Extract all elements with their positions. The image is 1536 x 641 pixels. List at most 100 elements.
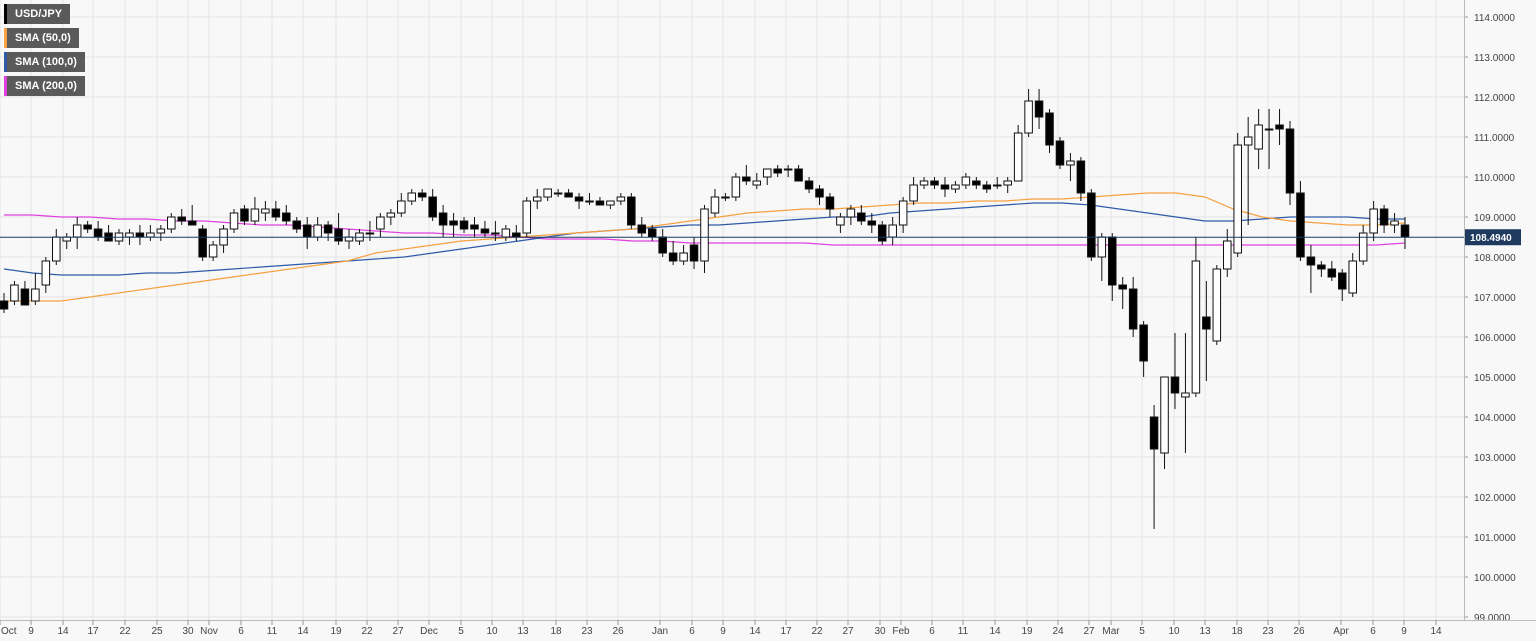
candle-body-up bbox=[606, 200, 615, 206]
candle bbox=[417, 189, 427, 201]
candle bbox=[1003, 177, 1012, 193]
candle bbox=[773, 165, 782, 177]
candle-body-down bbox=[940, 184, 950, 190]
candle-body-up bbox=[836, 216, 845, 226]
candle-body-up bbox=[1254, 124, 1263, 150]
candle-body-up bbox=[167, 216, 176, 230]
candle bbox=[982, 181, 992, 193]
y-tick-label: 107.0000 bbox=[1474, 293, 1516, 304]
x-tick-label: 30 bbox=[182, 626, 194, 637]
candle bbox=[836, 213, 845, 233]
candle-body-down bbox=[1118, 284, 1127, 290]
candle bbox=[386, 209, 396, 225]
candle bbox=[1285, 121, 1295, 205]
candle-body-up bbox=[31, 288, 40, 302]
x-tick-label: 14 bbox=[749, 626, 761, 637]
legend-item-price[interactable]: USD/JPY bbox=[4, 4, 71, 24]
candle-body-down bbox=[1034, 100, 1044, 118]
candle bbox=[480, 221, 490, 237]
candle-body-up bbox=[386, 212, 396, 218]
x-axis: Oct 9 14 17 22 25 30 Nov 6 11 14 19 22 27 Dec 5 10 13 18 23… bbox=[0, 620, 1536, 637]
candle bbox=[1170, 333, 1180, 409]
candle-body-up bbox=[1348, 260, 1357, 294]
x-tick-label: 19 bbox=[1021, 626, 1033, 637]
candle-body-up bbox=[250, 208, 260, 222]
candle bbox=[271, 201, 281, 221]
candle bbox=[762, 168, 772, 185]
legend-item-sma200[interactable]: SMA (200,0) bbox=[4, 76, 85, 96]
candle-body-up bbox=[762, 168, 772, 178]
candle-body-down bbox=[815, 188, 824, 198]
legend-label-price: USD/JPY bbox=[15, 8, 63, 20]
candle-body-down bbox=[1285, 128, 1295, 194]
candle bbox=[187, 205, 197, 226]
candle bbox=[1087, 189, 1096, 261]
candle-body-up bbox=[553, 192, 563, 195]
candle-body-down bbox=[930, 180, 939, 186]
candle-body-up bbox=[501, 228, 511, 238]
x-tick-label: 23 bbox=[1262, 626, 1274, 637]
candle-body-up bbox=[397, 200, 406, 214]
candle bbox=[1013, 125, 1023, 182]
candle-body-down bbox=[417, 192, 427, 198]
x-tick-label: 5 bbox=[1139, 626, 1145, 637]
candle bbox=[449, 213, 458, 237]
candle-body-down bbox=[867, 220, 877, 226]
candle-body-down bbox=[877, 224, 887, 242]
candle bbox=[825, 193, 835, 217]
candle-body-up bbox=[752, 180, 762, 186]
candle bbox=[250, 197, 260, 225]
candle-body-up bbox=[700, 208, 709, 262]
candle-body-down bbox=[647, 228, 657, 238]
candle bbox=[1128, 277, 1138, 337]
candle bbox=[41, 257, 51, 293]
candle bbox=[167, 213, 176, 233]
candle bbox=[595, 197, 605, 206]
candle bbox=[752, 173, 762, 189]
x-tick-label: 14 bbox=[1430, 626, 1442, 637]
candle-body-down bbox=[83, 224, 92, 230]
x-tick-label: 27 bbox=[392, 626, 404, 637]
x-tick-label: 6 bbox=[238, 626, 244, 637]
legend-item-sma50[interactable]: SMA (50,0) bbox=[4, 28, 79, 48]
candle bbox=[564, 189, 573, 198]
candle-body-down bbox=[1087, 192, 1096, 258]
candle bbox=[804, 177, 814, 193]
candle bbox=[930, 177, 939, 189]
candle bbox=[156, 225, 166, 241]
y-tick-label: 113.0000 bbox=[1474, 53, 1515, 64]
candle-body-up bbox=[491, 232, 500, 235]
legend-swatch-sma100 bbox=[4, 52, 7, 72]
candle-body-down bbox=[428, 196, 437, 218]
candle-body-down bbox=[438, 212, 448, 226]
candle-body-up bbox=[1243, 136, 1253, 146]
candle-body-down bbox=[177, 216, 187, 222]
candle-body-up bbox=[616, 196, 626, 202]
candle-body-up bbox=[898, 200, 908, 226]
candle bbox=[867, 213, 877, 233]
y-axis: 99.0000 100.0000 101.0000 102.0000 103.0000 1… bbox=[1464, 0, 1516, 624]
candle-body-down bbox=[1107, 236, 1117, 286]
candle-body-up bbox=[951, 184, 960, 190]
candle-body-up bbox=[1160, 376, 1169, 454]
y-tick-label: 100.0000 bbox=[1474, 573, 1516, 584]
x-tick-label: 17 bbox=[87, 626, 99, 637]
x-tick-label: 18 bbox=[1231, 626, 1243, 637]
x-tick-label: 13 bbox=[517, 626, 529, 637]
candle-body-down bbox=[1128, 288, 1138, 330]
candle-body-up bbox=[679, 252, 688, 262]
plot-background bbox=[0, 0, 1464, 620]
y-tick-label: 106.0000 bbox=[1474, 333, 1516, 344]
y-tick-label: 111.0000 bbox=[1474, 133, 1515, 144]
y-tick-label: 110.0000 bbox=[1474, 173, 1515, 184]
candle-body-down bbox=[0, 300, 9, 310]
candle bbox=[1379, 205, 1389, 233]
x-tick-label: 14 bbox=[989, 626, 1001, 637]
legend-item-sma100[interactable]: SMA (100,0) bbox=[4, 52, 85, 72]
candle-body-down bbox=[668, 252, 678, 262]
x-tick-label: 6 bbox=[1370, 626, 1376, 637]
candle bbox=[1327, 261, 1337, 281]
candle bbox=[1369, 201, 1378, 241]
x-tick-label: 18 bbox=[550, 626, 562, 637]
candle-body-down bbox=[825, 196, 835, 210]
